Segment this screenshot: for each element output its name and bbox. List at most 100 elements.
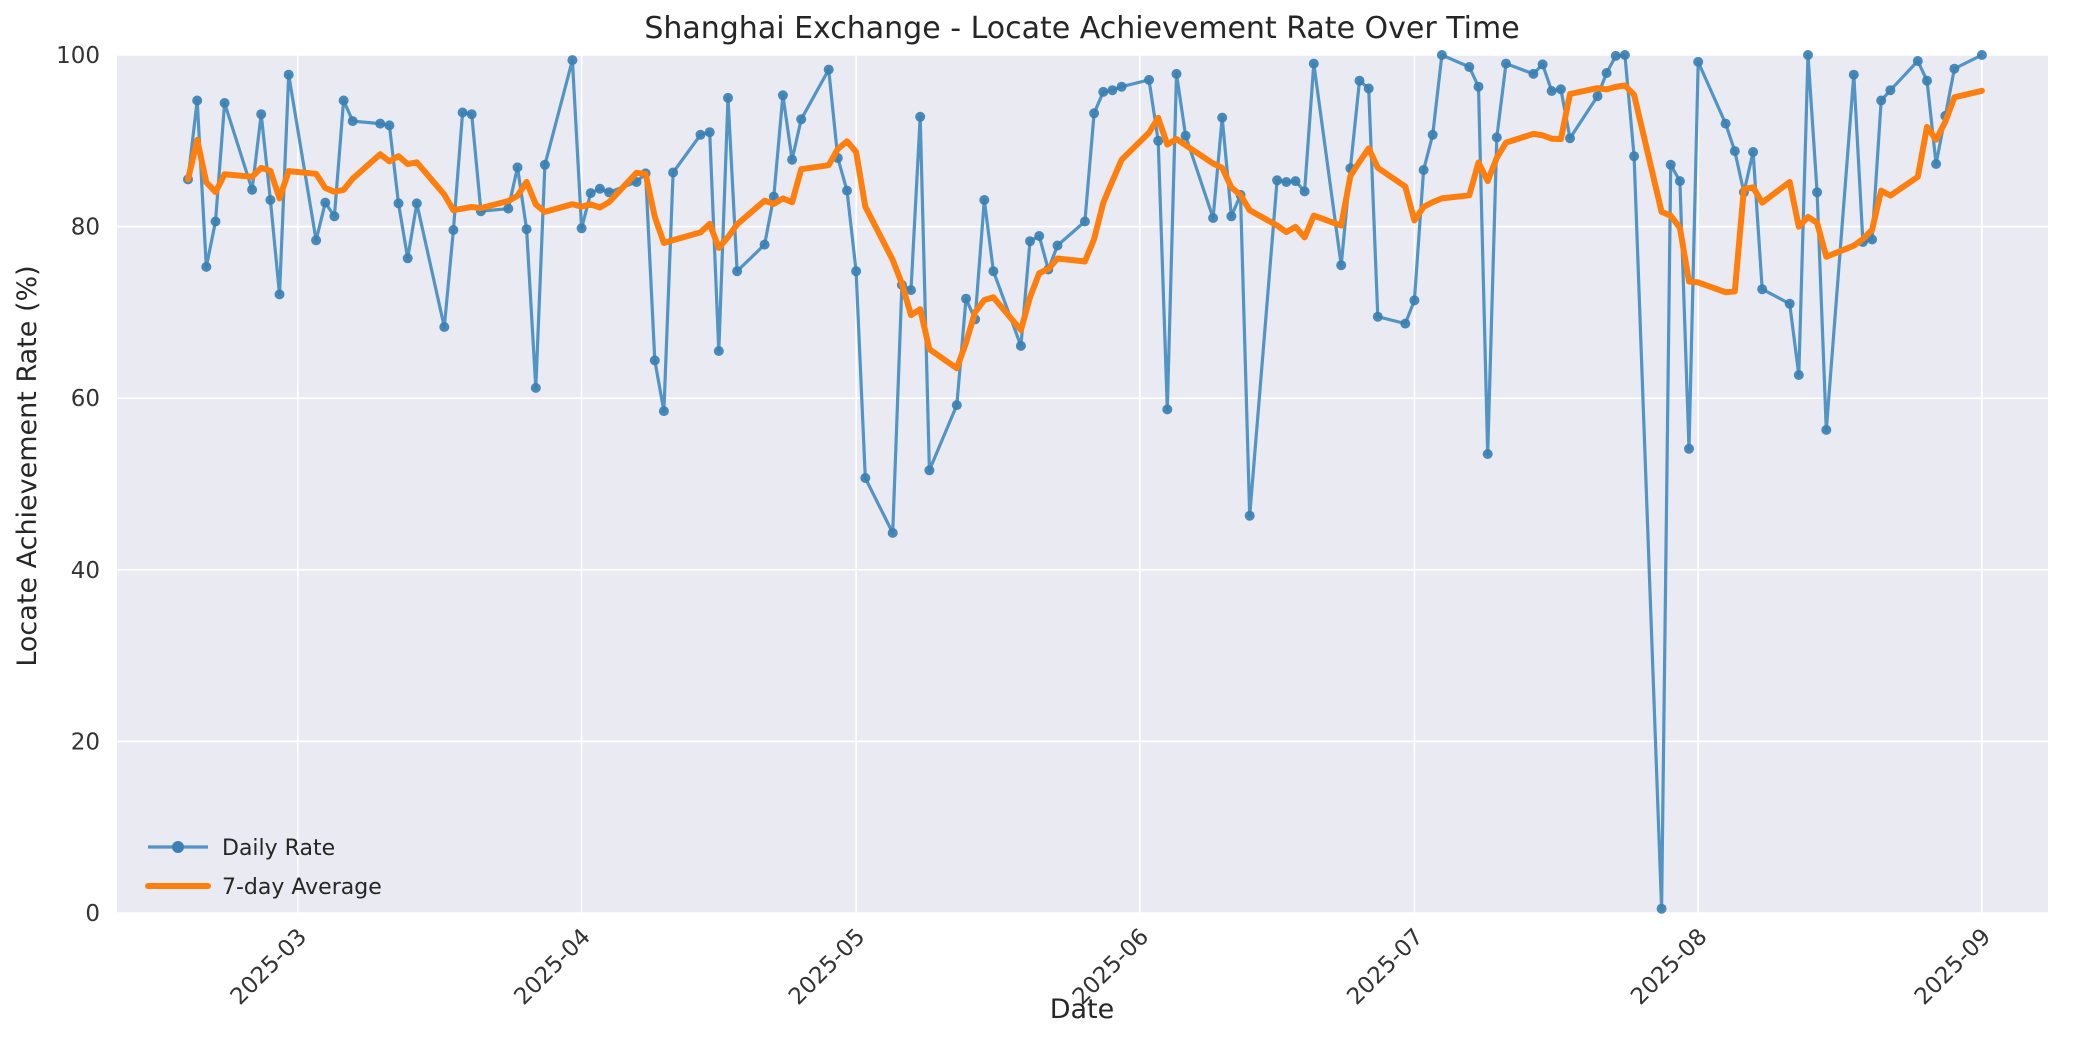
daily-rate-point [1272,175,1283,186]
legend-label-daily-rate: Daily Rate [222,836,335,861]
daily-rate-point [796,114,807,125]
daily-rate-point [384,120,395,131]
daily-rate-point [201,261,212,272]
daily-rate-point [1922,75,1932,86]
daily-rate-point [1079,216,1090,227]
daily-rate-point [1803,50,1813,60]
daily-rate-point [1748,147,1759,157]
daily-rate-point [1308,58,1319,69]
daily-rate-point [1436,50,1447,60]
daily-rate-point [924,465,935,476]
daily-rate-point [787,154,798,165]
daily-rate-point [503,203,514,214]
daily-rate-point [851,266,862,277]
daily-rate-point [1208,213,1219,223]
daily-rate-point [1601,68,1612,78]
daily-rate-point [1629,151,1640,162]
x-tick-label: 2025-05 [784,924,870,1010]
x-tick-label: 2025-07 [1342,924,1428,1010]
daily-rate-point [539,159,550,170]
daily-rate-point [915,111,926,122]
daily-rate-point [1244,510,1255,521]
daily-rate-point [887,527,898,538]
daily-rate-point [1729,146,1740,157]
daily-rate-point [1784,298,1795,309]
daily-rate-point [1034,231,1045,241]
daily-rate-point [210,216,221,227]
daily-rate-point [1089,108,1100,119]
daily-rate-point [1491,132,1502,143]
daily-rate-point [457,107,468,118]
daily-rate-point [530,382,541,393]
daily-rate-point [283,69,294,80]
legend-label-7-day-average: 7-day Average [222,875,382,900]
y-tick-label: 20 [71,729,100,755]
seven-day-average-series [185,82,1985,372]
daily-rate-point [274,289,285,300]
daily-rate-point [1153,135,1164,146]
daily-rate-point [1885,85,1896,96]
daily-rate-point [1546,86,1557,96]
daily-rate-point [906,285,916,296]
daily-rate-point [594,183,605,194]
daily-rate-point [1931,159,1942,169]
daily-rate-point [1912,56,1923,66]
daily-rate-point [1976,50,1987,60]
legend-item-7-day-average: 7-day Average [145,875,382,900]
daily-rate-point [1528,68,1539,79]
daily-rate-point [668,167,679,178]
daily-rate-point [1501,58,1511,69]
daily-rate-point [1418,165,1429,175]
seven-day-average-line [185,82,1985,372]
daily-rate-point [1720,118,1731,129]
chart-title: Shanghai Exchange - Locate Achievement R… [644,11,1519,46]
daily-rate-point [1821,424,1832,435]
daily-rate-point [393,198,404,209]
x-tick-label: 2025-08 [1626,924,1712,1010]
daily-rate-point [1473,81,1484,92]
daily-rate-point [1281,177,1292,187]
daily-rate-point [604,187,614,198]
daily-rate-point [1226,211,1237,222]
daily-rate-point [411,198,422,209]
daily-rate-point [1684,443,1694,454]
daily-rate-point [512,162,523,173]
y-tick-label: 60 [71,386,100,412]
daily-rate-point [1144,74,1154,85]
y-tick-label: 80 [71,215,100,241]
daily-rate-point [585,188,596,199]
daily-rate-point [1848,69,1859,80]
y-axis-ticks: 0 20 40 60 80 100 [56,43,100,927]
x-axis-label: Date [1050,994,1115,1025]
daily-rate-markers [183,50,1987,914]
daily-rate-point [402,253,413,264]
daily-rate-point [1299,186,1310,197]
daily-rate-point [658,406,669,417]
daily-rate-point [439,322,450,332]
y-axis-label: Locate Achievement Rate (%) [12,265,43,666]
legend: Daily Rate 7-day Average [145,836,382,900]
daily-rate-point [1098,86,1109,97]
daily-rate-point [1290,176,1301,187]
daily-rate-point [732,266,743,277]
daily-rate-point [842,185,852,196]
daily-rate-point [256,109,267,120]
daily-rate-point [649,355,660,366]
x-tick-label: 2025-04 [509,924,595,1010]
daily-rate-point [823,64,834,75]
daily-rate-point [1619,50,1630,60]
y-tick-label: 40 [71,558,100,584]
daily-rate-point [1427,129,1438,140]
daily-rate-point [1409,295,1420,306]
daily-rate-point [1217,112,1228,123]
daily-rate-point [704,127,715,138]
daily-rate-point [1812,187,1823,198]
daily-rate-point [1656,903,1667,914]
daily-rate-point [961,293,971,304]
daily-rate-point [1015,340,1026,351]
daily-rate-point [759,239,770,250]
daily-rate-point [338,95,349,106]
daily-rate-point [1025,236,1035,247]
daily-rate-point [1171,68,1182,79]
